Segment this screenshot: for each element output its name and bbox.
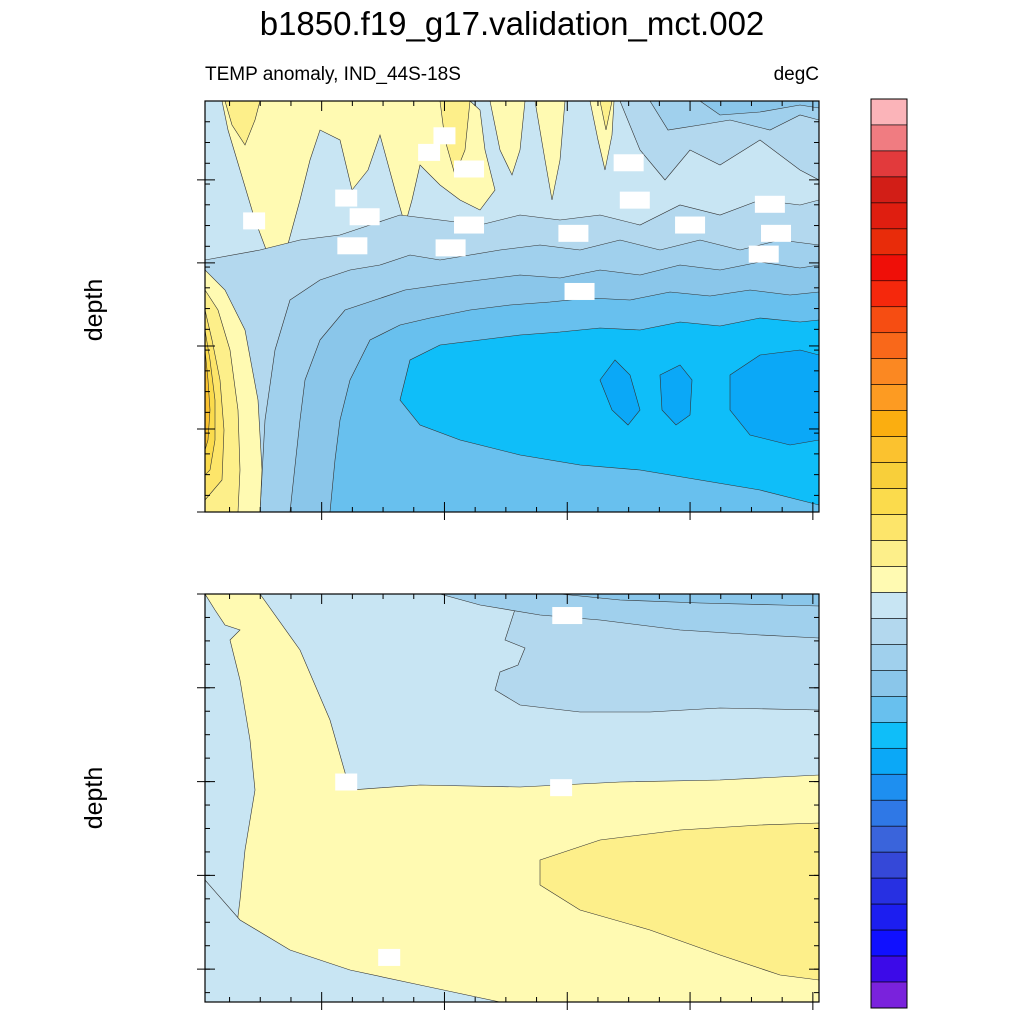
contour-label-box: [435, 239, 466, 257]
lower-contour-labels: [335, 607, 583, 966]
contour-label-box: [754, 195, 785, 213]
contour-label-box: [337, 237, 368, 255]
colorbar: [870, 98, 908, 1009]
colorbar-swatch: [870, 696, 908, 723]
contour-label-box: [675, 216, 706, 234]
colorbar-swatch: [870, 722, 908, 749]
lower-panel-field: [205, 594, 819, 1002]
colorbar-swatch: [870, 929, 908, 957]
colorbar-swatch: [870, 851, 908, 879]
contour-label-box: [552, 607, 583, 625]
contour-label-box: [619, 191, 650, 209]
colorbar-swatch: [870, 644, 908, 671]
colorbar-swatch: [870, 773, 908, 801]
contour-label-box: [335, 189, 358, 207]
colorbar-swatch: [870, 825, 908, 853]
colorbar-swatch: [870, 280, 908, 308]
contour-label-box: [761, 224, 792, 242]
colorbar-swatch: [870, 98, 908, 126]
colorbar-swatch: [870, 540, 908, 567]
colorbar-swatch: [870, 877, 908, 905]
contour-label-box: [454, 160, 485, 178]
colorbar-swatch: [870, 488, 908, 515]
subtitle-left: TEMP anomaly, IND_44S-18S: [205, 64, 461, 85]
contour-label-box: [564, 282, 595, 300]
contour-label-box: [349, 208, 380, 226]
contour-label-box: [454, 216, 485, 234]
upper-panel-field: [205, 101, 819, 512]
colorbar-swatch: [870, 202, 908, 230]
contour-label-box: [243, 212, 266, 230]
colorbar-swatch: [870, 903, 908, 931]
contour-label-box: [418, 143, 441, 161]
colorbar-swatch: [870, 384, 908, 411]
colorbar-swatch: [870, 747, 908, 775]
colorbar-swatch: [870, 254, 908, 282]
contour-label-box: [433, 127, 456, 145]
colorbar-swatch: [870, 306, 908, 334]
colorbar-swatch: [870, 436, 908, 463]
contour-label-box: [613, 154, 644, 172]
colorbar-swatch: [870, 618, 908, 645]
colorbar-swatch: [870, 176, 908, 204]
chart-title: b1850.f19_g17.validation_mct.002: [260, 5, 765, 42]
upper-axes: [197, 100, 819, 520]
upper-ylabel: depth: [80, 279, 108, 342]
colorbar-swatch: [870, 462, 908, 489]
upper-plot-frame: [204, 100, 820, 513]
contour-label-box: [748, 245, 779, 263]
colorbar-swatch: [870, 566, 908, 593]
colorbar-swatch: [870, 670, 908, 697]
lower-ylabel: depth: [80, 767, 108, 830]
contour-label-box: [550, 779, 573, 797]
colorbar-swatch: [870, 150, 908, 178]
contour-label-box: [378, 948, 401, 966]
colorbar-swatch: [870, 332, 908, 360]
contour-label-box: [335, 773, 358, 791]
colorbar-swatch: [870, 981, 908, 1009]
colorbar-frame: [870, 98, 908, 1009]
colorbar-swatch: [870, 799, 908, 827]
colorbar-swatch: [870, 228, 908, 256]
colorbar-swatch: [870, 358, 908, 385]
colorbar-swatch: [870, 592, 908, 619]
colorbar-swatch: [870, 124, 908, 152]
colorbar-swatch: [870, 955, 908, 983]
lower-axes: [197, 593, 819, 1010]
subtitle-units: degC: [774, 64, 819, 85]
contour-label-box: [558, 224, 589, 242]
lower-plot-frame: [204, 593, 820, 1003]
colorbar-swatch: [870, 410, 908, 437]
upper-contour-labels: [243, 127, 792, 300]
colorbar-swatch: [870, 514, 908, 541]
